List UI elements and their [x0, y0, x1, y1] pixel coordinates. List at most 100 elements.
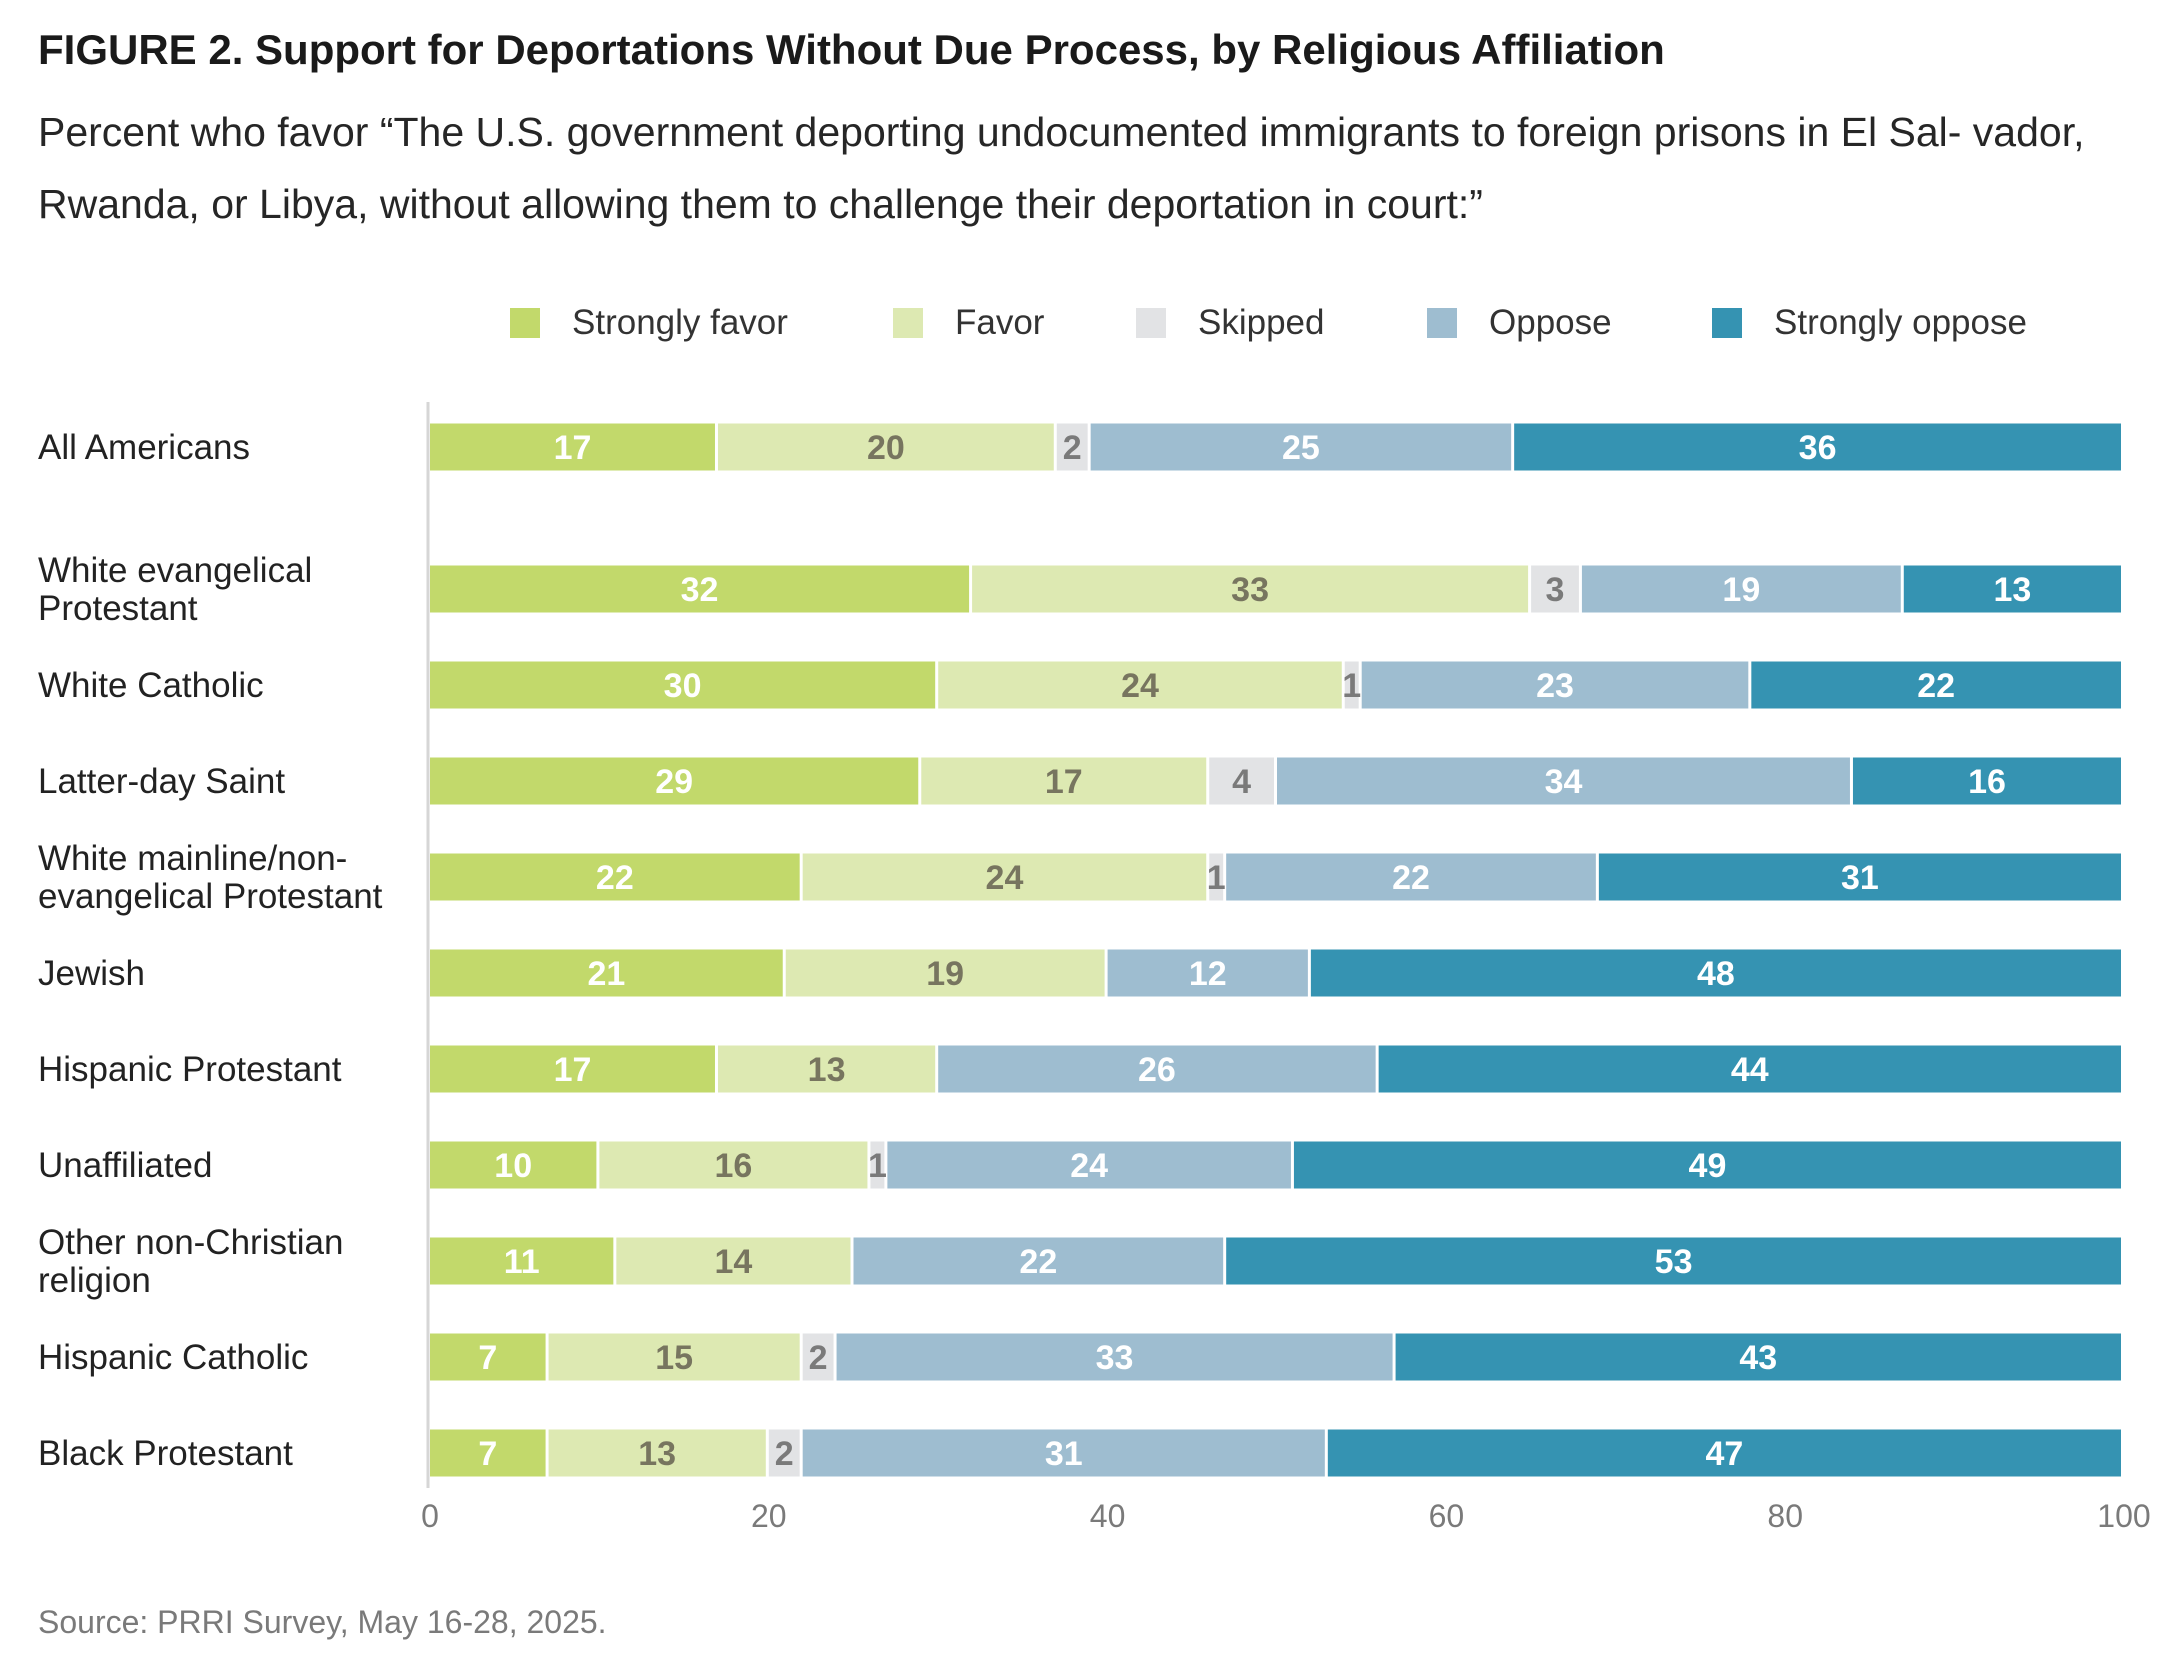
bar-segment-strongly-favor	[430, 565, 970, 613]
bar-row-unaffiliated: 10 16 1 24 49	[430, 1141, 2121, 1189]
bar-value-label: 36	[1799, 429, 1837, 467]
bar-segment-strongly-favor	[430, 1237, 614, 1285]
category-label: Protestant	[38, 589, 198, 628]
bar-value-label: 31	[1045, 1435, 1083, 1473]
bar-value-label: 1	[1207, 859, 1226, 897]
bar-value-label: 7	[478, 1339, 497, 1377]
bar-segment-strongly-favor	[430, 949, 783, 997]
bar-value-label: 49	[1689, 1147, 1727, 1185]
chart-legend: Strongly favor Favor Skipped Oppose Strongly…	[510, 303, 2027, 342]
bar-value-label: 24	[1070, 1147, 1108, 1185]
bar-value-label: 3	[1546, 571, 1565, 609]
bar-value-label: 33	[1231, 571, 1269, 609]
bar-segment-oppose	[887, 1141, 1291, 1189]
bar-segment-favor	[717, 423, 1054, 471]
bar-value-label: 13	[808, 1051, 846, 1089]
bar-segment-skipped	[1344, 661, 1359, 709]
bar-row-white-catholic: 30 24 1 23 22	[430, 661, 2121, 709]
bar-segment-strongly-favor	[430, 853, 800, 901]
bar-segment-strongly-favor	[430, 423, 715, 471]
bar-segment-skipped	[1531, 565, 1579, 613]
bar-segment-strongly-favor	[430, 661, 936, 709]
bar-value-label: 11	[504, 1243, 540, 1281]
bar-segment-strongly-oppose	[1598, 853, 2121, 901]
legend-label-strongly-favor: Strongly favor	[572, 303, 788, 342]
bar-value-label: 17	[554, 1051, 592, 1089]
legend-label-oppose: Oppose	[1489, 303, 1612, 342]
bar-segment-strongly-oppose	[1514, 423, 2121, 471]
bar-value-label: 16	[1968, 763, 2006, 801]
bar-value-label: 12	[1189, 955, 1227, 993]
bar-segment-strongly-favor	[430, 1333, 546, 1381]
bar-value-label: 4	[1232, 763, 1251, 801]
category-label: All Americans	[38, 428, 250, 467]
bar-segment-oppose	[1107, 949, 1308, 997]
bar-value-label: 24	[1121, 667, 1159, 705]
bar-value-label: 14	[715, 1243, 753, 1281]
bar-segment-strongly-oppose	[1395, 1333, 2121, 1381]
category-label: Hispanic Catholic	[38, 1338, 308, 1377]
bar-value-label: 21	[587, 955, 625, 993]
category-label: Unaffiliated	[38, 1146, 212, 1185]
bar-value-label: 44	[1731, 1051, 1769, 1089]
category-label: Black Protestant	[38, 1434, 293, 1473]
bar-segment-oppose	[802, 1429, 1325, 1477]
bar-segment-strongly-oppose	[1903, 565, 2121, 613]
bar-value-label: 7	[478, 1435, 497, 1473]
bar-segment-favor	[616, 1237, 851, 1285]
bar-segment-skipped	[870, 1141, 885, 1189]
bar-value-label: 22	[596, 859, 634, 897]
category-label: Hispanic Protestant	[38, 1050, 342, 1089]
bar-value-label: 17	[1045, 763, 1083, 801]
bar-value-label: 20	[867, 429, 905, 467]
bar-segment-skipped	[1056, 423, 1088, 471]
bar-value-label: 24	[986, 859, 1024, 897]
bar-segment-oppose	[836, 1333, 1393, 1381]
bar-value-label: 25	[1282, 429, 1320, 467]
bar-value-label: 32	[681, 571, 719, 609]
bar-segment-skipped	[768, 1429, 800, 1477]
bar-segment-oppose	[1361, 661, 1749, 709]
bar-segment-strongly-oppose	[1226, 1237, 2121, 1285]
x-tick-label: 40	[1090, 1498, 1126, 1534]
legend-swatch-oppose	[1427, 308, 1457, 338]
chart-title: FIGURE 2. Support for Deportations Witho…	[38, 26, 1665, 73]
source-note: Source: PRRI Survey, May 16-28, 2025.	[38, 1604, 607, 1640]
category-label: religion	[38, 1261, 151, 1300]
bar-value-label: 16	[715, 1147, 753, 1185]
bar-segment-oppose	[853, 1237, 1224, 1285]
bar-segment-skipped	[802, 1333, 834, 1381]
chart-subtitle: Percent who favor “The U.S. government d…	[38, 109, 2085, 227]
bar-value-label: 22	[1019, 1243, 1057, 1281]
bar-segment-favor	[921, 757, 1207, 805]
bar-value-label: 17	[554, 429, 592, 467]
category-label: Other non-Christian	[38, 1223, 343, 1262]
bar-segment-favor	[972, 565, 1529, 613]
category-label: White mainline/non-	[38, 839, 347, 878]
legend-swatch-favor	[893, 308, 923, 338]
bar-segment-strongly-oppose	[1751, 661, 2121, 709]
x-tick-label: 0	[421, 1498, 439, 1534]
bar-segment-strongly-favor	[430, 757, 919, 805]
x-axis: 0 20 40 60 80 100	[421, 402, 2151, 1534]
bar-row-hispanic-protestant: 17 13 26 44	[430, 1045, 2121, 1093]
bar-value-label: 2	[1063, 429, 1082, 467]
bar-value-label: 30	[664, 667, 702, 705]
bar-segment-oppose	[1581, 565, 1901, 613]
bar-segment-oppose	[938, 1045, 1376, 1093]
bar-value-label: 2	[775, 1435, 794, 1473]
bar-segment-strongly-favor	[430, 1141, 597, 1189]
bar-value-label: 33	[1096, 1339, 1134, 1377]
legend-label-favor: Favor	[955, 303, 1045, 342]
bar-row-other-non-christian-religion: 11 14 22 53	[430, 1237, 2121, 1285]
bar-value-label: 31	[1841, 859, 1879, 897]
category-label: Jewish	[38, 954, 145, 993]
bar-value-label: 34	[1545, 763, 1583, 801]
bar-segment-strongly-favor	[430, 1045, 715, 1093]
bar-segment-strongly-oppose	[1852, 757, 2121, 805]
legend-swatch-strongly-oppose	[1712, 308, 1742, 338]
bar-value-label: 43	[1739, 1339, 1777, 1377]
bar-segment-strongly-oppose	[1310, 949, 2121, 997]
bar-value-label: 22	[1917, 667, 1955, 705]
x-tick-label: 80	[1767, 1498, 1803, 1534]
